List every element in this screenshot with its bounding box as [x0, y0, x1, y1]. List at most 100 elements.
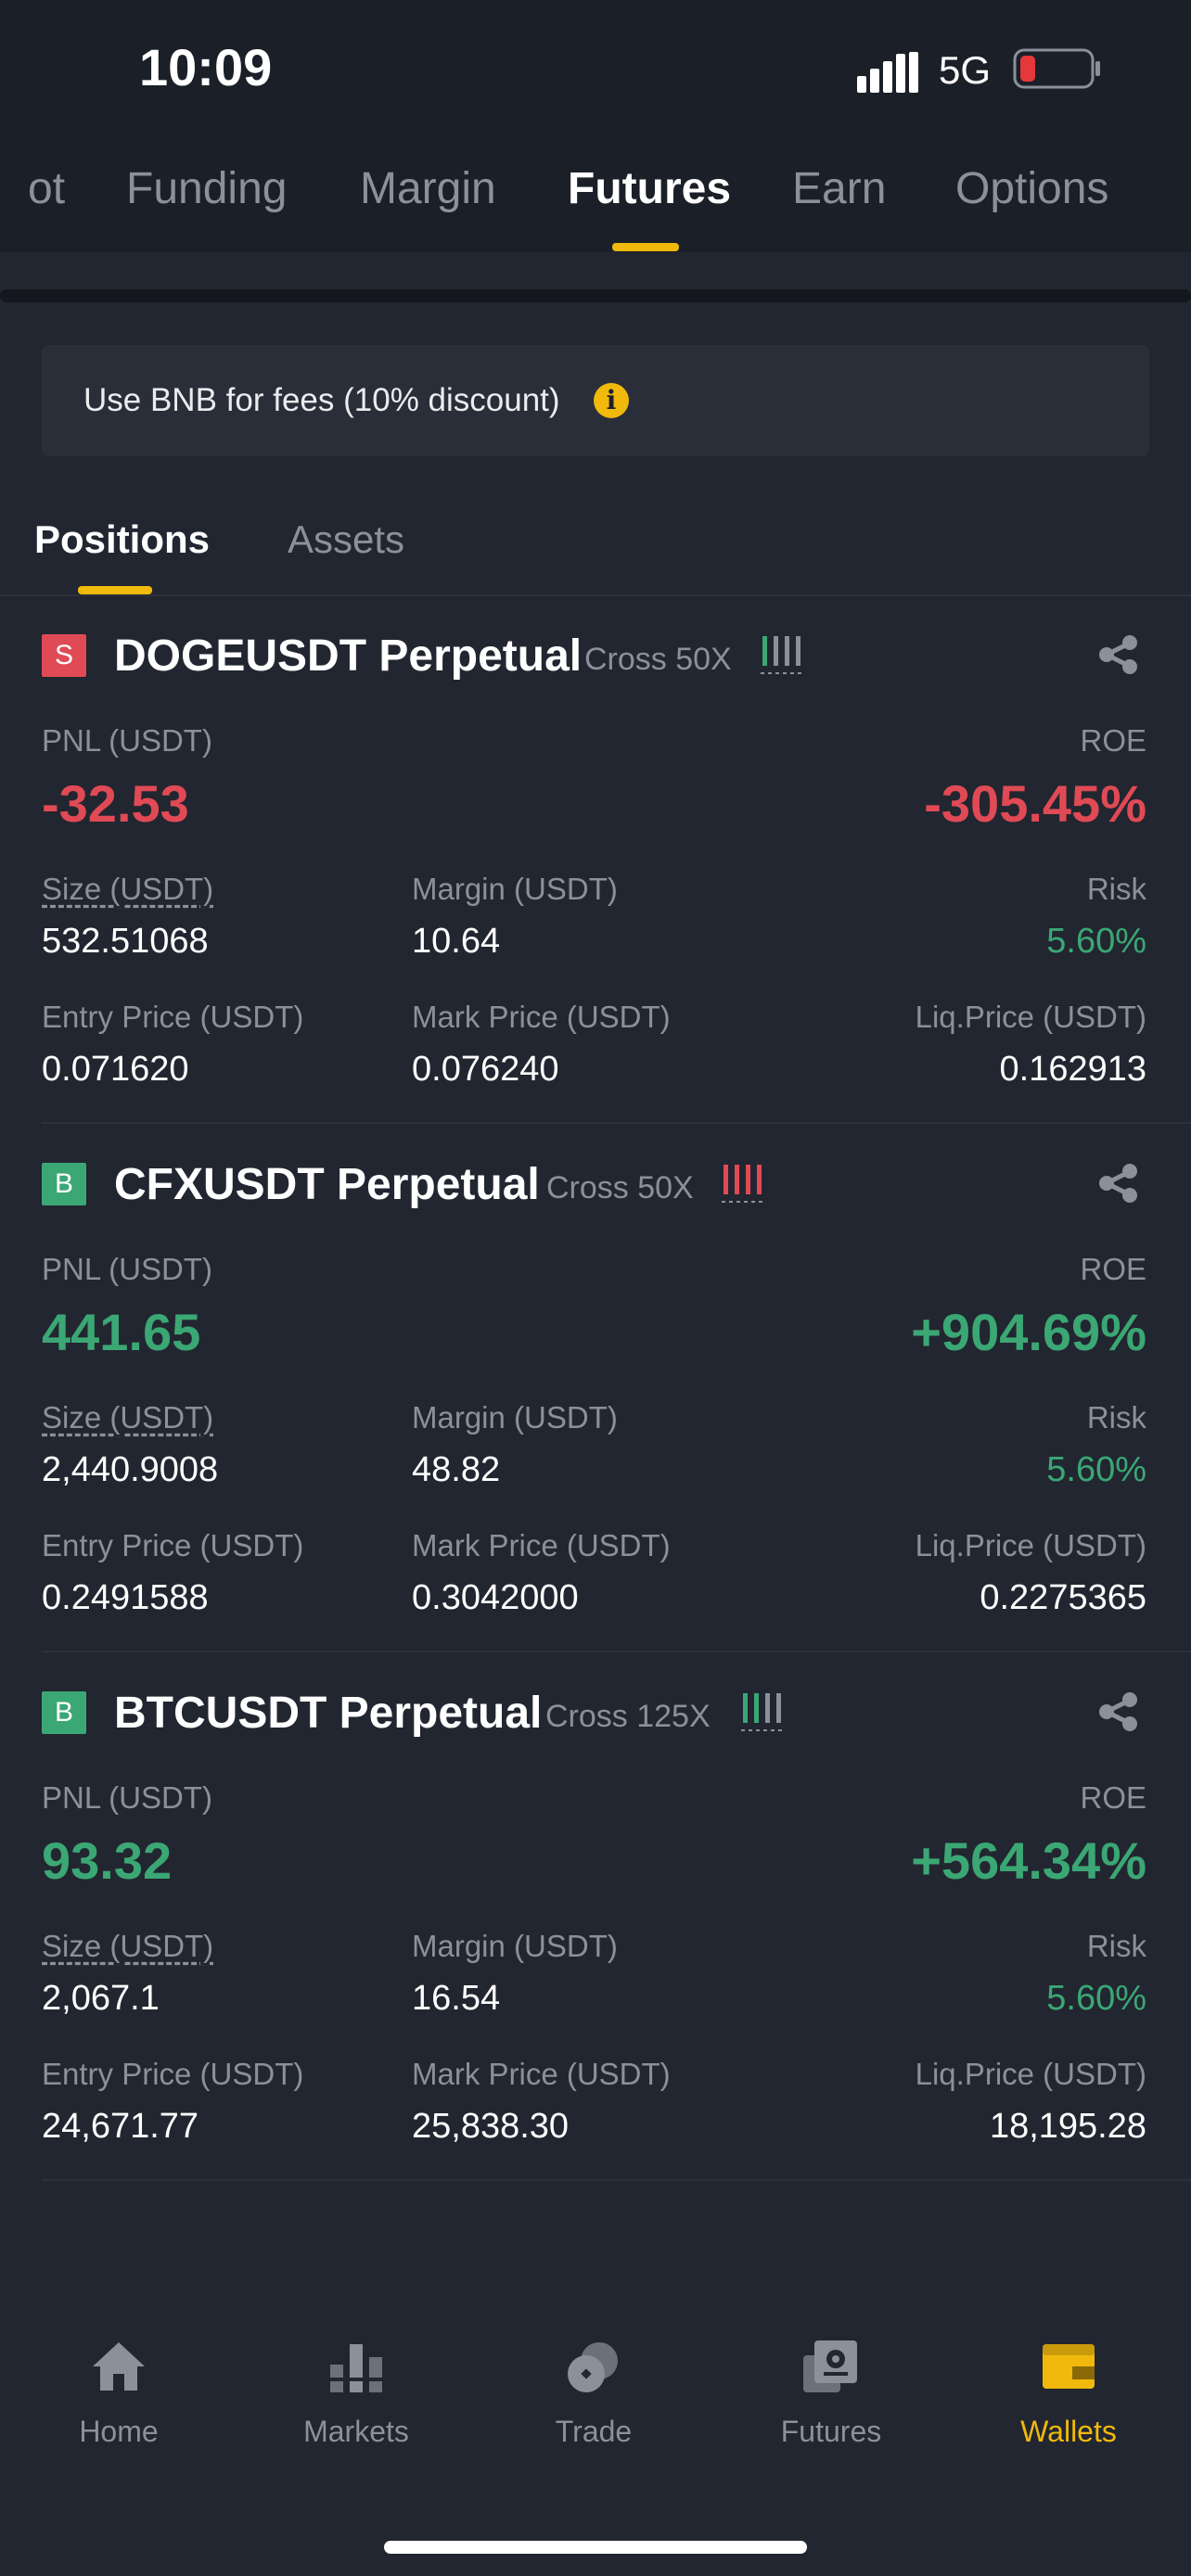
pnl-value: 93.32 [42, 1831, 173, 1890]
entry-price-label: Entry Price (USDT) [42, 1000, 304, 1034]
roe-label: ROE [1080, 723, 1146, 758]
home-icon [93, 2342, 145, 2391]
mark-price-value: 0.3042000 [412, 1578, 579, 1617]
position-symbol: DOGEUSDT Perpetual [114, 631, 583, 681]
margin-label: Margin (USDT) [412, 1400, 618, 1435]
bnb-fee-text: Use BNB for fees (10% discount) [83, 382, 560, 418]
mark-price-label: Mark Price (USDT) [412, 1528, 671, 1562]
risk-label: Risk [1086, 1400, 1146, 1435]
entry-price-label: Entry Price (USDT) [42, 1528, 304, 1562]
share-icon[interactable] [1095, 1161, 1140, 1205]
risk-value: 5.60% [1046, 922, 1146, 961]
nav-trade[interactable]: Trade [475, 2337, 712, 2449]
share-icon[interactable] [1095, 1690, 1140, 1734]
pnl-label: PNL (USDT) [42, 723, 212, 758]
tab-spot[interactable]: ot [28, 164, 66, 213]
bottom-navigation: Home Markets Trade Futures [0, 2337, 1191, 2522]
nav-futures[interactable]: Futures [712, 2337, 950, 2449]
info-icon[interactable]: i [594, 383, 629, 418]
pnl-value: 441.65 [42, 1303, 201, 1361]
tab-assets[interactable]: Assets [288, 517, 405, 561]
entry-price-label: Entry Price (USDT) [42, 2057, 304, 2091]
nav-wallets[interactable]: Wallets [950, 2337, 1187, 2449]
liq-price-label: Liq.Price (USDT) [915, 1528, 1146, 1562]
card-divider [42, 2179, 1191, 2181]
side-badge: S [42, 634, 86, 677]
tab-earn[interactable]: Earn [792, 164, 887, 213]
bnb-fee-banner[interactable]: Use BNB for fees (10% discount) i [42, 345, 1149, 456]
battery-icon [1013, 48, 1100, 89]
mark-price-label: Mark Price (USDT) [412, 1000, 671, 1034]
entry-price-value: 0.071620 [42, 1050, 189, 1089]
position-symbol: BTCUSDT Perpetual [114, 1689, 543, 1738]
size-value: 2,067.1 [42, 1979, 160, 2018]
margin-value: 48.82 [412, 1450, 501, 1489]
sub-tab-indicator [78, 586, 152, 594]
roe-label: ROE [1080, 1780, 1146, 1815]
tab-margin[interactable]: Margin [360, 164, 496, 213]
futures-icon [803, 2340, 857, 2392]
entry-price-value: 24,671.77 [42, 2107, 199, 2146]
margin-label: Margin (USDT) [412, 872, 618, 906]
position-card[interactable]: S DOGEUSDT Perpetual Cross 50X PNL (USDT… [0, 595, 1191, 1124]
sub-tab-divider [0, 594, 1191, 596]
margin-label: Margin (USDT) [412, 1929, 618, 1963]
liq-price-value: 0.2275365 [980, 1578, 1146, 1617]
roe-value: +904.69% [911, 1303, 1146, 1361]
roe-value: +564.34% [911, 1831, 1146, 1890]
adl-bars-icon [722, 1165, 764, 1203]
mark-price-value: 0.076240 [412, 1050, 559, 1089]
nav-wallets-label: Wallets [1020, 2415, 1117, 2448]
trade-icon [568, 2342, 618, 2392]
risk-value: 5.60% [1046, 1450, 1146, 1489]
adl-bars-icon [761, 636, 803, 674]
pnl-label: PNL (USDT) [42, 1252, 212, 1286]
position-card[interactable]: B CFXUSDT Perpetual Cross 50X PNL (USDT)… [0, 1124, 1191, 1652]
signal-icon [857, 52, 918, 93]
risk-label: Risk [1086, 1929, 1146, 1963]
tab-options[interactable]: Options [955, 164, 1109, 213]
mark-price-value: 25,838.30 [412, 2107, 570, 2146]
size-label[interactable]: Size (USDT) [42, 1929, 214, 1963]
nav-trade-label: Trade [555, 2415, 633, 2448]
liq-price-value: 0.162913 [999, 1050, 1147, 1089]
nav-markets-label: Markets [303, 2415, 409, 2448]
nav-home-label: Home [79, 2415, 159, 2448]
markets-icon [330, 2344, 382, 2392]
roe-label: ROE [1080, 1252, 1146, 1286]
tab-futures[interactable]: Futures [568, 164, 732, 213]
tab-funding[interactable]: Funding [126, 164, 288, 213]
margin-value: 10.64 [412, 922, 501, 961]
active-tab-indicator [612, 243, 679, 251]
size-label[interactable]: Size (USDT) [42, 872, 214, 906]
home-indicator [384, 2541, 807, 2554]
leverage-label[interactable]: Cross 50X [584, 642, 732, 677]
nav-home[interactable]: Home [0, 2337, 237, 2449]
pnl-value: -32.53 [42, 774, 189, 833]
tab-positions[interactable]: Positions [34, 517, 211, 561]
share-icon[interactable] [1095, 632, 1140, 677]
size-value: 532.51068 [42, 922, 209, 961]
leverage-label[interactable]: Cross 50X [546, 1170, 694, 1205]
card-divider [42, 1122, 1191, 1124]
card-divider [42, 1651, 1191, 1652]
side-badge: B [42, 1163, 86, 1205]
header-background [0, 0, 1191, 252]
leverage-label[interactable]: Cross 125X [545, 1699, 711, 1734]
nav-futures-label: Futures [780, 2415, 882, 2448]
mark-price-label: Mark Price (USDT) [412, 2057, 671, 2091]
side-badge: B [42, 1691, 86, 1734]
liq-price-value: 18,195.28 [989, 2107, 1146, 2146]
size-label[interactable]: Size (USDT) [42, 1400, 214, 1435]
header-divider [0, 289, 1191, 302]
risk-value: 5.60% [1046, 1979, 1146, 2018]
nav-markets[interactable]: Markets [237, 2337, 475, 2449]
status-time: 10:09 [139, 38, 273, 96]
network-type: 5G [939, 48, 992, 92]
margin-value: 16.54 [412, 1979, 501, 2018]
liq-price-label: Liq.Price (USDT) [915, 2057, 1146, 2091]
liq-price-label: Liq.Price (USDT) [915, 1000, 1146, 1034]
entry-price-value: 0.2491588 [42, 1578, 209, 1617]
position-card[interactable]: B BTCUSDT Perpetual Cross 125X PNL (USDT… [0, 1652, 1191, 2181]
adl-bars-icon [741, 1693, 784, 1731]
